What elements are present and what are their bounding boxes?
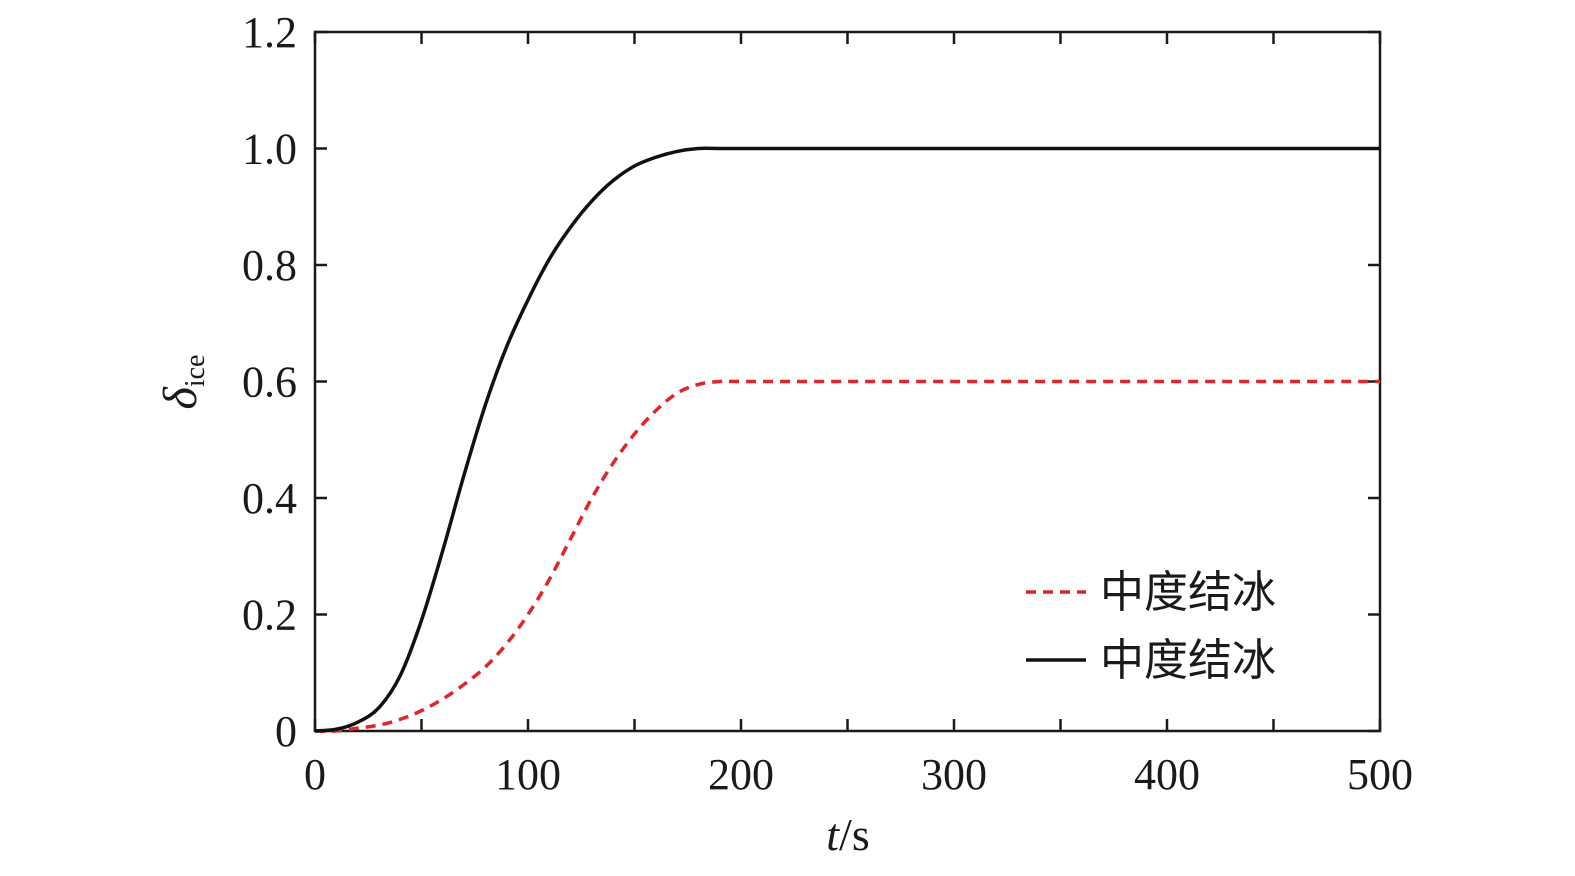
y-axis-label-sub: ice [180, 355, 211, 388]
y-tick-label: 0.8 [242, 241, 297, 290]
legend-label-1: 中度结冰 [1100, 635, 1276, 686]
legend-item-1: 中度结冰 [1026, 635, 1276, 686]
y-tick-label: 0.6 [242, 358, 297, 407]
x-tick-label: 200 [708, 750, 774, 799]
legend-item-0: 中度结冰 [1026, 567, 1276, 618]
x-axis-label: t/s [826, 809, 869, 860]
y-axis-ticks [315, 30, 1380, 733]
series-layer [314, 146, 1380, 733]
plot-frame [313, 30, 1382, 733]
y-tick-label: 0.2 [242, 591, 297, 640]
x-tick-label: 500 [1347, 750, 1413, 799]
y-axis-label-var: δ [154, 386, 207, 409]
x-tick-label: 300 [921, 750, 987, 799]
x-tick-label: 100 [495, 750, 561, 799]
y-tick-label: 1.2 [242, 8, 297, 57]
series-line-0 [314, 379, 1380, 733]
y-tick-label: 1.0 [242, 125, 297, 174]
y-tick-label: 0.4 [242, 474, 297, 523]
plot-area [313, 30, 1382, 733]
y-tick-label: 0 [275, 707, 297, 756]
x-axis-label-unit: /s [839, 809, 870, 860]
y-axis-label: δice [154, 355, 211, 410]
series-line-1 [314, 146, 1380, 733]
x-axis-ticks [313, 32, 1382, 731]
x-axis-tick-labels: 0 100 200 300 400 500 [304, 750, 1413, 799]
x-tick-label: 0 [304, 750, 326, 799]
x-tick-label: 400 [1134, 750, 1200, 799]
legend: 中度结冰 中度结冰 [1026, 567, 1276, 686]
x-axis-label-var: t [826, 809, 840, 860]
y-axis-tick-labels: 0 0.2 0.4 0.6 0.8 1.0 1.2 [242, 8, 297, 756]
legend-label-0: 中度结冰 [1100, 567, 1276, 618]
